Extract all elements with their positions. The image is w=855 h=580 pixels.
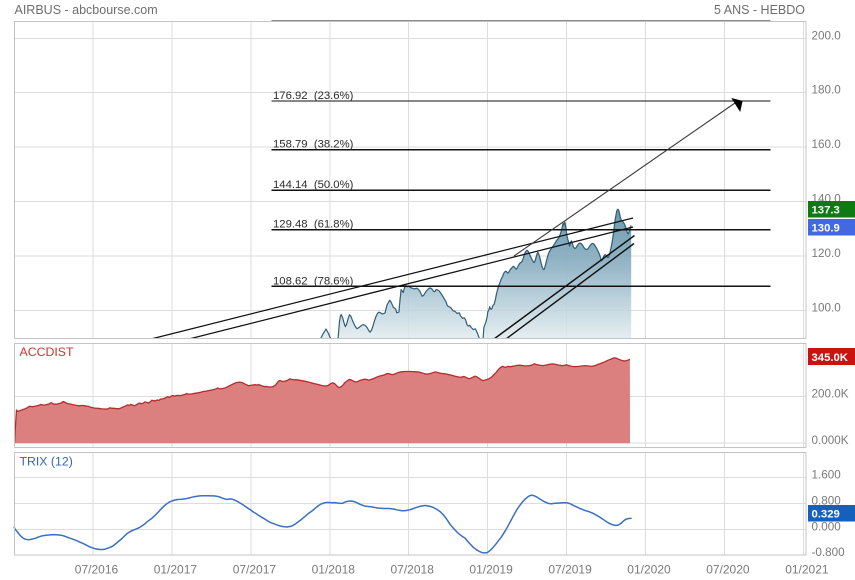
svg-text:0.000K: 0.000K xyxy=(812,434,849,447)
svg-text:07/2019: 07/2019 xyxy=(548,563,592,577)
svg-text:07/2020: 07/2020 xyxy=(706,563,750,577)
svg-text:144.14 (50.0%): 144.14 (50.0%) xyxy=(273,179,354,191)
svg-text:07/2018: 07/2018 xyxy=(391,563,435,577)
svg-text:0.000: 0.000 xyxy=(812,521,842,534)
svg-text:0.800: 0.800 xyxy=(812,495,842,508)
svg-text:129.48 (61.8%): 129.48 (61.8%) xyxy=(273,219,354,231)
svg-text:345.0K: 345.0K xyxy=(812,352,849,364)
svg-text:130.9: 130.9 xyxy=(812,223,840,235)
svg-text:5 ANS - HEBDO: 5 ANS - HEBDO xyxy=(714,3,805,17)
svg-text:01/2021: 01/2021 xyxy=(785,563,829,577)
svg-text:100.0: 100.0 xyxy=(812,301,842,314)
svg-text:-0.800: -0.800 xyxy=(812,546,846,559)
svg-text:176.92 (23.6%): 176.92 (23.6%) xyxy=(273,90,354,102)
svg-text:120.0: 120.0 xyxy=(812,247,842,260)
svg-text:1.600: 1.600 xyxy=(812,468,842,481)
svg-text:180.0: 180.0 xyxy=(812,84,842,97)
svg-text:01/2018: 01/2018 xyxy=(312,563,356,577)
svg-text:AIRBUS - abcbourse.com: AIRBUS - abcbourse.com xyxy=(15,3,158,17)
svg-text:07/2017: 07/2017 xyxy=(233,563,277,577)
svg-text:TRIX (12): TRIX (12) xyxy=(20,454,73,468)
svg-text:137.3: 137.3 xyxy=(812,205,840,217)
svg-text:160.0: 160.0 xyxy=(812,138,842,151)
svg-text:01/2020: 01/2020 xyxy=(627,563,671,577)
svg-text:07/2016: 07/2016 xyxy=(75,563,119,577)
svg-text:200.0: 200.0 xyxy=(812,29,842,42)
svg-text:01/2017: 01/2017 xyxy=(154,563,198,577)
svg-text:0.329: 0.329 xyxy=(812,509,840,521)
svg-text:158.79 (38.2%): 158.79 (38.2%) xyxy=(273,139,354,151)
svg-text:ACCDIST: ACCDIST xyxy=(20,345,74,359)
svg-text:01/2019: 01/2019 xyxy=(469,563,513,577)
svg-text:200.0K: 200.0K xyxy=(812,388,849,401)
svg-text:108.62 (78.6%): 108.62 (78.6%) xyxy=(273,275,354,287)
